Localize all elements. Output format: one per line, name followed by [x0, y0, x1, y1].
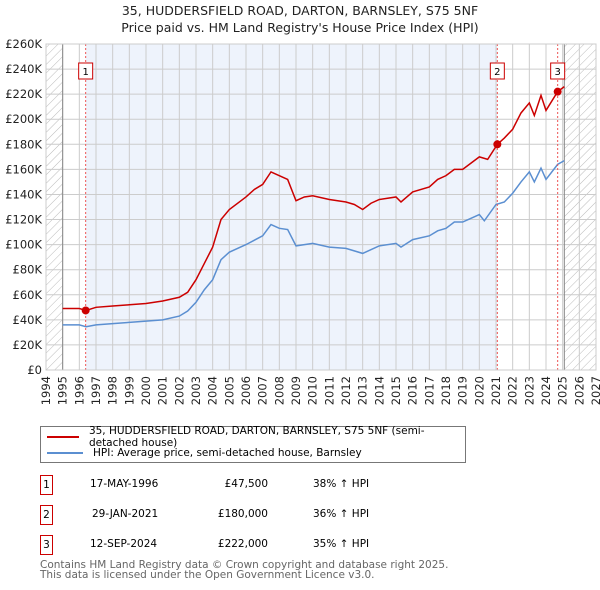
y-tick-label: £200K: [5, 112, 42, 126]
x-tick-label: 1996: [72, 376, 86, 405]
sale-hpi-diff: 36% ↑ HPI: [313, 508, 370, 520]
y-tick-label: £20K: [13, 338, 43, 352]
sale-point: [553, 87, 562, 96]
sale-date: 29-JAN-2021: [92, 508, 159, 520]
y-tick-label: £60K: [13, 288, 43, 302]
sale-label: 2: [494, 67, 500, 78]
sale-date: 12-SEP-2024: [90, 538, 158, 550]
x-tick-label: 2006: [239, 376, 253, 405]
x-tick-label: 2018: [439, 376, 453, 405]
x-tick-label: 1994: [39, 376, 53, 405]
sale-price: £180,000: [217, 508, 268, 520]
x-tick-label: 2021: [489, 376, 503, 405]
sale-hpi-diff: 38% ↑ HPI: [313, 478, 370, 490]
property-price-line: [62, 86, 565, 312]
x-tick-label: 2022: [506, 376, 520, 405]
x-tick-label: 2015: [389, 376, 403, 405]
footer: Contains HM Land Registry data © Crown c…: [40, 559, 449, 581]
x-tick-label: 2013: [356, 376, 370, 405]
sale-point: [81, 306, 90, 315]
x-tick-label: 2002: [172, 376, 186, 405]
x-tick-label: 1998: [106, 376, 120, 405]
sale-number: 3: [40, 535, 53, 555]
chart-svg: 1994 1995 1996 1997 1998 1999 2000 2001 2002 2003…: [5, 37, 600, 405]
x-tick-label: 1995: [56, 376, 70, 405]
x-tick-label: 2000: [139, 376, 153, 405]
x-tick-label: 2027: [589, 376, 600, 405]
chart-subtitle: Price paid vs. HM Land Registry's House …: [121, 20, 479, 35]
legend-blue-line: [47, 452, 83, 454]
y-tick-label: £120K: [5, 213, 42, 227]
sale-number: 1: [40, 475, 53, 495]
y-tick-label: £180K: [5, 137, 42, 151]
x-tick-label: 2007: [256, 376, 270, 405]
hpi-line: [62, 159, 565, 328]
sale-date: 17-MAY-1996: [90, 478, 159, 490]
sale-label-box: [489, 62, 505, 80]
x-tick-label: 2023: [522, 376, 536, 405]
y-tick-label: £220K: [5, 87, 42, 101]
y-tick-label: £80K: [13, 263, 43, 277]
x-tick-label: 2011: [322, 376, 336, 405]
legend: 35, HUDDERSFIELD ROAD, DARTON, BARNSLEY,…: [40, 425, 466, 463]
x-tick-label: 2017: [422, 376, 436, 405]
y-tick-label: £100K: [5, 238, 42, 252]
sale-number: 2: [40, 505, 53, 525]
x-tick-label: 2014: [372, 376, 386, 405]
sale-label-box: [78, 62, 94, 80]
y-tick-label: £260K: [5, 37, 42, 51]
x-tick-label: 2020: [472, 376, 486, 405]
hatched-region-right: [564, 44, 596, 370]
y-tick-label: £140K: [5, 187, 42, 201]
x-tick-label: 2019: [456, 376, 470, 405]
x-tick-label: 2026: [572, 376, 586, 405]
sale-row: 1 17-MAY-1996 £47,500 38% ↑ HPI: [40, 475, 440, 495]
x-tick-label: 2012: [339, 376, 353, 405]
chart-title: 35, HUDDERSFIELD ROAD, DARTON, BARNSLEY,…: [121, 3, 479, 18]
sale-label: 1: [82, 67, 88, 78]
sale-label-box: [550, 62, 566, 80]
y-tick-label: £160K: [5, 162, 42, 176]
sale-price: £222,000: [217, 538, 268, 550]
x-tick-label: 2008: [272, 376, 286, 405]
legend-label-property: 35, HUDDERSFIELD ROAD, DARTON, BARNSLEY,…: [88, 425, 425, 449]
sale-price: £47,500: [224, 478, 268, 490]
x-tick-label: 1999: [122, 376, 136, 405]
shaded-period: [85, 44, 498, 370]
x-tick-label: 1997: [89, 376, 103, 405]
sale-hpi-diff: 35% ↑ HPI: [313, 538, 370, 550]
y-tick-label: £40K: [13, 313, 43, 327]
sale-label: 3: [554, 67, 560, 78]
x-tick-label: 2024: [539, 376, 553, 405]
sale-row: 3 12-SEP-2024 £222,000 35% ↑ HPI: [40, 535, 440, 555]
y-tick-label: £0: [27, 363, 42, 377]
x-tick-label: 2005: [222, 376, 236, 405]
y-tick-label: £240K: [5, 62, 42, 76]
footer-line-2: This data is licensed under the Open Gov…: [40, 569, 375, 581]
x-tick-label: 2003: [189, 376, 203, 405]
sale-row: 2 29-JAN-2021 £180,000 36% ↑ HPI: [40, 505, 440, 525]
hatched-region-left: [46, 44, 63, 370]
x-tick-label: 2009: [289, 376, 303, 405]
x-tick-label: 2001: [156, 376, 170, 405]
x-tick-label: 2025: [556, 376, 570, 405]
footer-line-1: Contains HM Land Registry data © Crown c…: [40, 559, 449, 571]
x-tick-label: 2016: [406, 376, 420, 405]
x-tick-label: 2010: [306, 376, 320, 405]
x-tick-label: 2004: [206, 376, 220, 405]
legend-red-line: [47, 436, 79, 438]
legend-label-hpi: HPI: Average price, semi-detached house,…: [93, 447, 362, 459]
sale-point: [493, 140, 502, 149]
